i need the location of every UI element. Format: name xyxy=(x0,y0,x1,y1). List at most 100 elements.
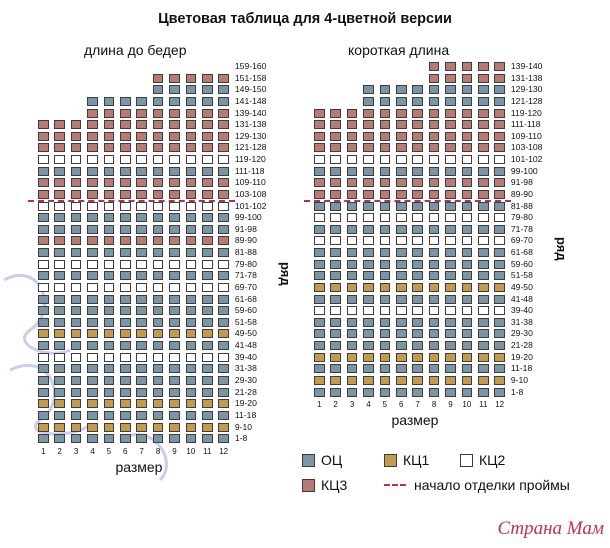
grid-cell xyxy=(314,352,325,362)
grid-cell xyxy=(363,143,374,153)
grid-cell xyxy=(379,120,391,130)
grid-cell xyxy=(169,399,180,409)
grid-cell xyxy=(346,306,358,316)
grid-cell xyxy=(103,213,115,223)
grid-cell xyxy=(70,352,82,362)
grid-cell xyxy=(87,178,98,188)
grid-cell xyxy=(185,236,197,246)
grid-cell xyxy=(169,341,180,351)
grid-cell xyxy=(363,248,374,258)
grid-cell xyxy=(169,108,180,118)
grid-cell xyxy=(120,108,131,118)
grid-cell xyxy=(38,410,49,420)
grid-cell xyxy=(185,341,197,351)
grid-cell xyxy=(330,236,341,246)
grid-cell xyxy=(478,224,489,234)
grid-cell xyxy=(169,364,180,374)
grid-cell xyxy=(38,213,49,223)
grid-cell xyxy=(103,387,115,397)
grid-cell xyxy=(136,248,147,258)
grid-cell xyxy=(87,155,98,165)
grid-cell xyxy=(461,131,473,141)
grid-cell xyxy=(218,120,229,130)
grid-cell xyxy=(136,224,147,234)
grid-cell xyxy=(396,294,407,304)
grid-cell xyxy=(185,213,197,223)
grid-cell xyxy=(152,434,164,444)
size-label: 7 xyxy=(415,400,420,410)
grid-cell xyxy=(428,352,440,362)
row-label: 11-18 xyxy=(510,363,533,374)
grid-cell xyxy=(396,189,407,199)
legend-item-dash: начало отделки проймы xyxy=(384,477,570,493)
grid-cell xyxy=(379,271,391,281)
grid-cell xyxy=(363,376,374,385)
grid-cell xyxy=(136,410,147,420)
grid-cell xyxy=(202,376,213,385)
grid-cell xyxy=(445,155,456,165)
grid-cell xyxy=(461,282,473,292)
grid-cell xyxy=(363,224,374,234)
grid-cell xyxy=(103,410,115,420)
grid-cell xyxy=(136,120,147,130)
grid-cell xyxy=(428,143,440,153)
grid-cell xyxy=(461,236,473,246)
grid-cell xyxy=(494,73,505,83)
grid-cell xyxy=(87,387,98,397)
size-label: 9 xyxy=(448,400,453,410)
grid-cell xyxy=(445,236,456,246)
row-label: 51-58 xyxy=(510,270,533,281)
grid-cell xyxy=(185,387,197,397)
grid-cell xyxy=(478,294,489,304)
grid-cell xyxy=(445,248,456,258)
grid-cell xyxy=(185,376,197,385)
grid-cell xyxy=(428,120,440,130)
grid-cell xyxy=(103,317,115,327)
grid-cell xyxy=(412,96,423,106)
grid-cell xyxy=(218,282,229,292)
grid-cell xyxy=(152,259,164,269)
grid-cell xyxy=(396,329,407,339)
grid-cell xyxy=(412,317,423,327)
grid-cell xyxy=(396,178,407,188)
grid-cell xyxy=(379,248,391,258)
grid-cell xyxy=(54,155,65,165)
size-label: 9 xyxy=(172,446,177,456)
legend-dash-line xyxy=(384,484,406,486)
grid-cell xyxy=(185,271,197,281)
grid-cell xyxy=(363,306,374,316)
legend-label-kc3: КЦ3 xyxy=(321,477,348,493)
grid-cell xyxy=(120,376,131,385)
grid-cell xyxy=(412,224,423,234)
grid-cell xyxy=(314,387,325,397)
row-label: 11-18 xyxy=(234,409,257,420)
grid-cell xyxy=(202,201,213,211)
grid-cell xyxy=(428,62,440,71)
grid-cell xyxy=(136,364,147,374)
grid-cell xyxy=(314,189,325,199)
grid-cell xyxy=(152,178,164,188)
legend-swatch-kc2 xyxy=(460,453,473,467)
grid-cell xyxy=(494,259,505,269)
grid-cell xyxy=(103,282,115,292)
grid-cell xyxy=(38,294,49,304)
grid-cell xyxy=(38,259,49,269)
grid-cell xyxy=(396,85,407,95)
grid-cell xyxy=(396,248,407,258)
grid-cell xyxy=(494,108,505,118)
grid-cell xyxy=(396,201,407,211)
grid-cell xyxy=(330,364,341,374)
grid-cell xyxy=(363,189,374,199)
grid-cell xyxy=(218,108,229,118)
row-label: 69-70 xyxy=(510,235,533,246)
row-label: 103-108 xyxy=(234,188,267,199)
grid-cell xyxy=(70,189,82,199)
grid-cell xyxy=(103,131,115,141)
grid-cell xyxy=(152,410,164,420)
grid-cell xyxy=(152,108,164,118)
grid-cell xyxy=(330,341,341,351)
grid-cell xyxy=(202,434,213,444)
grid-cell xyxy=(428,178,440,188)
grid-cell xyxy=(445,271,456,281)
grid-cell xyxy=(38,224,49,234)
